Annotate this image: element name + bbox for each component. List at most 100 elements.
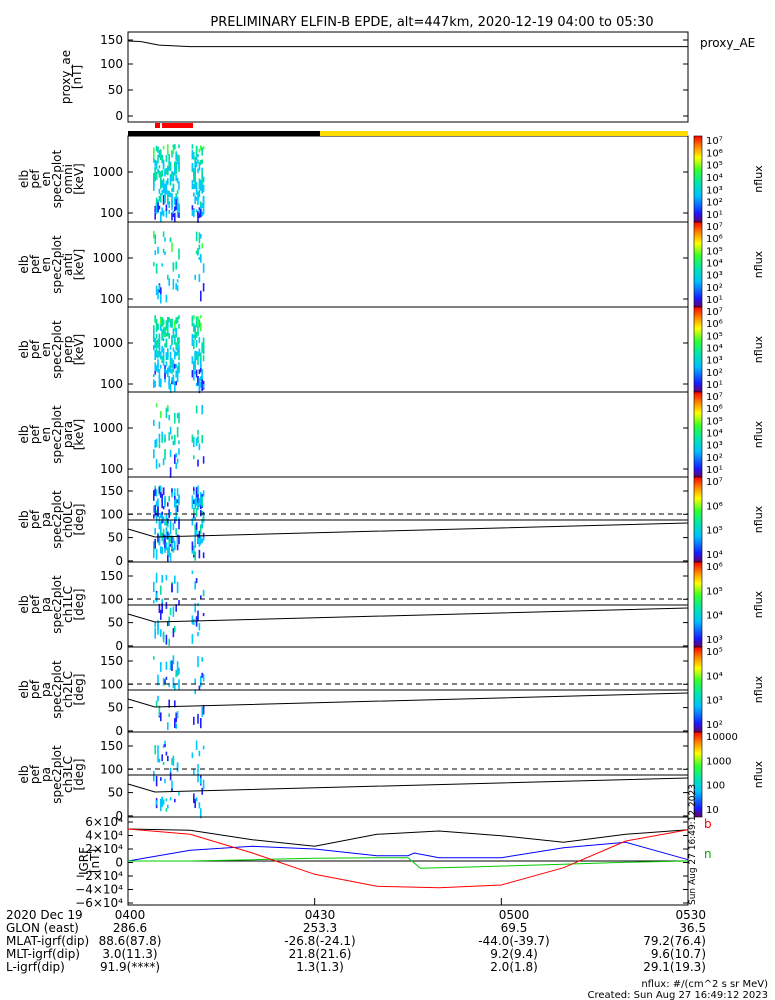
spectrogram-cell bbox=[169, 163, 172, 167]
spectrogram-cell bbox=[174, 144, 176, 150]
spectrogram-cell bbox=[176, 378, 179, 382]
spectrogram-cell bbox=[157, 674, 159, 686]
spectrogram-cell bbox=[160, 585, 162, 595]
spectrogram-cell bbox=[201, 342, 203, 350]
spectrogram-cell bbox=[153, 230, 155, 239]
spectrogram-cell bbox=[158, 523, 161, 530]
spectrogram-cell bbox=[202, 355, 205, 362]
spectrogram-cell bbox=[153, 182, 155, 191]
spectrogram-cell bbox=[198, 498, 201, 507]
spectrogram-cell bbox=[195, 618, 198, 627]
spectrogram-cell bbox=[176, 427, 179, 438]
spectrogram-cell bbox=[169, 319, 172, 328]
annotation-value: 0500 bbox=[499, 908, 530, 922]
panel-ylabel: ch0LC bbox=[61, 501, 75, 538]
spectrogram-cell bbox=[195, 161, 198, 168]
spectrogram-cell bbox=[200, 808, 202, 819]
spectrogram-cell bbox=[172, 440, 175, 446]
spectrogram-cell bbox=[171, 435, 173, 440]
spectrogram-cell bbox=[175, 164, 177, 175]
spectrogram-cell bbox=[195, 209, 198, 213]
spectrogram-cell bbox=[194, 360, 196, 370]
spectrogram-cell bbox=[174, 212, 176, 222]
panel-ytick-label: 100 bbox=[100, 677, 123, 691]
annotation-row-label: MLT-igrf(dip) bbox=[6, 947, 80, 961]
annotation-value: 286.6 bbox=[113, 921, 147, 935]
spectrogram-cell bbox=[167, 518, 169, 524]
spectrogram-cell bbox=[154, 337, 156, 349]
spectrogram-cell bbox=[155, 512, 158, 518]
spectrogram-cell bbox=[175, 283, 177, 290]
spectrogram-cell bbox=[191, 180, 194, 190]
spectrogram-cell bbox=[191, 317, 194, 327]
spectrogram-cell bbox=[155, 340, 158, 345]
spectrogram-cell bbox=[195, 740, 198, 750]
spectrogram-cell bbox=[155, 204, 158, 214]
spectrogram-cell bbox=[202, 613, 205, 617]
spectrogram-cell bbox=[157, 506, 159, 510]
spectrogram-cell bbox=[197, 485, 199, 496]
spectrogram-cell bbox=[172, 628, 175, 638]
annotation-value: 1.3(1.3) bbox=[296, 960, 344, 974]
spectrogram-cell bbox=[165, 187, 168, 195]
panel-ytick-label: 150 bbox=[100, 739, 123, 753]
colorbar bbox=[693, 646, 703, 733]
spectrogram-cell bbox=[154, 172, 156, 182]
spectrogram-cell bbox=[175, 342, 177, 351]
spectrogram-cell bbox=[178, 667, 180, 675]
spectrogram-cell bbox=[194, 689, 196, 695]
panel-ylabel: pef bbox=[28, 339, 42, 359]
panel-ytick-label: 0 bbox=[115, 554, 123, 568]
spectrogram-cell bbox=[176, 711, 179, 719]
spectrogram-cell bbox=[160, 193, 162, 203]
annotation-value: 36.5 bbox=[679, 921, 706, 935]
spectrogram-cell bbox=[200, 535, 202, 545]
spectrogram-cell bbox=[191, 333, 194, 345]
spectrogram-cell bbox=[154, 350, 156, 360]
spectrogram-cell bbox=[164, 196, 166, 204]
colorbar-label: 10² bbox=[706, 198, 723, 209]
colorbar-label: 10⁶ bbox=[706, 148, 723, 159]
spectrogram-cell bbox=[155, 438, 158, 448]
spectrogram-cell bbox=[169, 512, 172, 516]
spectrogram-cell bbox=[175, 364, 177, 368]
spectrogram-cell bbox=[160, 378, 162, 384]
annotation-row-label: L-igrf(dip) bbox=[6, 960, 65, 974]
spectrogram-cell bbox=[171, 335, 173, 345]
spectrogram-cell bbox=[169, 772, 172, 781]
igrf-series-line bbox=[127, 828, 689, 847]
spectrogram-cell bbox=[197, 435, 199, 444]
spectrogram-cell bbox=[198, 443, 201, 451]
panel-ylabel: IGRF bbox=[77, 847, 91, 875]
spectrogram-cell bbox=[200, 524, 202, 535]
spectrogram-cell bbox=[158, 205, 161, 210]
spectrogram-cell bbox=[191, 550, 194, 554]
spectrogram-cell bbox=[164, 535, 166, 543]
spectrogram-cell bbox=[162, 799, 165, 805]
spectrogram-cell bbox=[165, 294, 168, 303]
spectrogram-cell bbox=[175, 328, 177, 336]
panel-ylabel: [nT] bbox=[88, 849, 102, 873]
spectrogram-cell bbox=[202, 536, 205, 541]
panel-ylabel: pef bbox=[28, 679, 42, 699]
spectrogram-cell bbox=[161, 435, 163, 443]
spectrogram-cell bbox=[155, 548, 158, 560]
spectrogram-cell bbox=[175, 161, 177, 167]
spectrogram-cell bbox=[194, 156, 196, 167]
spectrogram-cell bbox=[174, 434, 176, 445]
spectrogram-cell bbox=[197, 249, 199, 254]
spectrogram-cell bbox=[178, 679, 180, 690]
spectrogram-cell bbox=[174, 517, 176, 521]
spectrogram-cell bbox=[195, 331, 198, 338]
spectrogram-cell bbox=[164, 434, 166, 443]
spectrogram-cell bbox=[202, 589, 205, 596]
panel-ylabel: spec2plot bbox=[50, 405, 64, 464]
colorbar-label: 10³ bbox=[706, 635, 723, 646]
spectrogram-cell bbox=[160, 609, 162, 620]
spectrogram-cell bbox=[162, 744, 165, 748]
panel-ylabel: en bbox=[39, 257, 53, 272]
panel-ylabel: pef bbox=[28, 594, 42, 614]
spectrogram-cell bbox=[161, 356, 163, 363]
colorbar-label: 10¹ bbox=[706, 465, 723, 476]
spectrogram-cell bbox=[158, 421, 161, 429]
